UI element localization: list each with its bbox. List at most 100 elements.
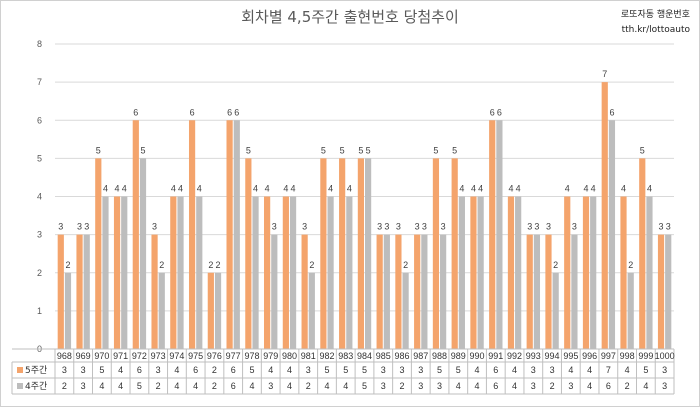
data-label: 3 <box>546 222 551 232</box>
table-cell-value: 3 <box>662 381 667 391</box>
bar-series-b <box>121 196 128 349</box>
bar-series-a <box>432 158 440 349</box>
data-label: 5 <box>141 145 146 155</box>
bar-series-b <box>327 196 334 349</box>
data-label: 5 <box>96 145 101 155</box>
bar-series-a <box>245 158 252 349</box>
legend-swatch <box>17 367 23 373</box>
data-label: 4 <box>197 184 202 194</box>
table-cell-value: 4 <box>249 381 254 391</box>
table-cell-value: 2 <box>625 381 630 391</box>
table-cell-value: 6 <box>493 381 498 391</box>
table-cell-value: 7 <box>606 365 611 375</box>
table-cell-value: 3 <box>531 365 536 375</box>
bar-series-b <box>627 272 634 349</box>
table-cell-value: 2 <box>212 381 217 391</box>
table-cell-value: 4 <box>324 381 329 391</box>
bar-series-a <box>57 234 64 349</box>
x-tick-label: 987 <box>413 351 428 361</box>
data-label: 3 <box>659 222 664 232</box>
data-label: 6 <box>497 107 502 117</box>
bar-series-a <box>564 196 571 349</box>
y-tick-label: 6 <box>37 115 42 125</box>
bar-series-a <box>207 272 214 349</box>
y-tick-label: 2 <box>37 268 42 278</box>
table-cell-value: 4 <box>268 365 273 375</box>
bar-series-b <box>252 196 259 349</box>
table-cell-value: 4 <box>475 365 480 375</box>
x-tick-label: 983 <box>338 351 353 361</box>
legend-swatch <box>17 383 23 389</box>
bar-series-a <box>451 158 458 349</box>
bar-series-b <box>402 272 409 349</box>
data-label: 7 <box>602 69 607 79</box>
legend-label: 4주간 <box>25 381 47 392</box>
x-tick-label: 998 <box>620 351 635 361</box>
data-label: 4 <box>283 184 288 194</box>
bar-series-b <box>665 234 672 349</box>
x-tick-label: 975 <box>188 351 203 361</box>
data-label: 3 <box>377 222 382 232</box>
bars <box>57 82 672 349</box>
bar-series-b <box>139 158 147 349</box>
table-cell-value: 5 <box>137 381 142 391</box>
x-tick-label: 976 <box>207 351 222 361</box>
y-tick-label: 3 <box>37 230 42 240</box>
data-label: 5 <box>452 145 457 155</box>
data-label: 6 <box>234 107 239 117</box>
brand-name: 로또자동 행운번호 <box>621 8 690 20</box>
table-cell-value: 4 <box>568 365 573 375</box>
data-label: 4 <box>583 184 588 194</box>
data-label: 6 <box>609 107 614 117</box>
bar-series-b <box>477 196 484 349</box>
x-tick-label: 980 <box>282 351 297 361</box>
data-label: 5 <box>433 145 438 155</box>
table-cell-value: 4 <box>587 381 592 391</box>
data-label: 4 <box>328 184 333 194</box>
bar-series-a <box>526 234 533 349</box>
table-cell-value: 6 <box>193 365 198 375</box>
table-cell-value: 5 <box>437 365 442 375</box>
table-cell-value: 4 <box>193 381 198 391</box>
data-label: 5 <box>340 145 345 155</box>
x-tick-label: 999 <box>638 351 653 361</box>
bar-series-a <box>470 196 477 349</box>
data-label: 3 <box>422 222 427 232</box>
data-label: 4 <box>178 184 183 194</box>
data-label: 3 <box>572 222 577 232</box>
table-cell-value: 3 <box>381 381 386 391</box>
bar-series-a <box>489 120 496 349</box>
data-label: 3 <box>302 222 307 232</box>
bar-series-a <box>620 196 627 349</box>
table-cell-value: 2 <box>212 365 217 375</box>
bar-series-a <box>657 234 665 349</box>
data-label: 6 <box>133 107 138 117</box>
table-cell-value: 3 <box>156 365 161 375</box>
x-tick-label: 1000 <box>655 351 675 361</box>
data-label: 4 <box>347 184 352 194</box>
data-label: 6 <box>227 107 232 117</box>
data-label: 3 <box>84 222 89 232</box>
x-tick-label: 982 <box>319 351 334 361</box>
bar-series-a <box>601 82 608 349</box>
x-tick-label: 990 <box>470 351 485 361</box>
bar-series-a <box>395 234 402 349</box>
data-label: 4 <box>565 184 570 194</box>
y-tick-label: 1 <box>37 306 42 316</box>
bar-series-a <box>226 120 233 349</box>
bar-series-a <box>545 234 552 349</box>
table-cell-value: 4 <box>99 381 104 391</box>
data-label: 3 <box>441 222 446 232</box>
x-tick-label: 989 <box>451 351 466 361</box>
bar-series-a <box>507 196 515 349</box>
data-label: 4 <box>459 184 464 194</box>
table-cell-value: 3 <box>531 381 536 391</box>
table-cell-value: 4 <box>118 381 123 391</box>
x-tick-label: 997 <box>601 351 616 361</box>
data-label: 4 <box>647 184 652 194</box>
table-cell-value: 3 <box>418 381 423 391</box>
table-cell-value: 3 <box>81 381 86 391</box>
